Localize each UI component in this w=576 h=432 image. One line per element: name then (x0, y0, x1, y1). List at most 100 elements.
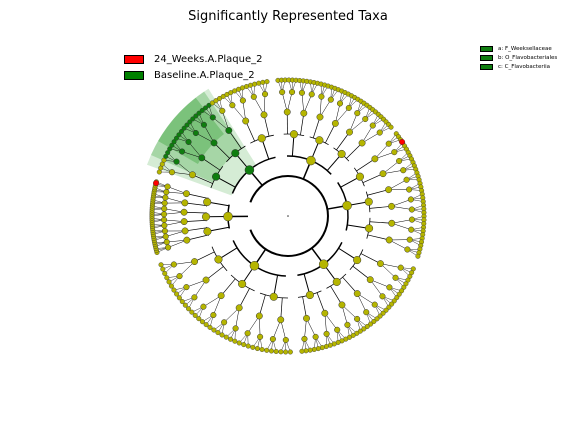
tree-node (161, 205, 168, 212)
clade-legend: a: F_Weeksellaceae b: O_Flavobacteriales… (480, 44, 557, 71)
tree-node (180, 208, 188, 216)
leaf-node (181, 125, 187, 131)
tree-node (244, 330, 251, 337)
branch (367, 189, 389, 196)
tree-node (369, 122, 376, 129)
tree-node (283, 108, 291, 116)
tree-node (334, 326, 341, 333)
figure-title: Significantly Represented Taxa (188, 9, 388, 24)
clade-label-c: c: C_Flavobacteriia (498, 63, 551, 70)
branch (362, 173, 384, 183)
leaf-node (228, 336, 234, 342)
tree-node (298, 89, 305, 96)
branch (369, 221, 392, 224)
tree-node (279, 89, 286, 96)
branch (235, 307, 240, 329)
leaf-node (399, 288, 405, 294)
branch (312, 116, 321, 139)
tree-node (164, 183, 171, 190)
tree-node (406, 186, 413, 193)
leaf-node (254, 346, 260, 352)
tree-node (210, 139, 218, 147)
leaf-node (259, 347, 265, 353)
tree-node (306, 155, 316, 166)
tree-node (201, 212, 211, 221)
tree-node (250, 93, 257, 100)
branch (238, 288, 250, 308)
branch (360, 253, 381, 264)
branch (300, 113, 305, 136)
tree-node (249, 260, 260, 271)
tree-node (261, 91, 269, 98)
leaf-node (206, 102, 212, 108)
leaf-node (364, 324, 370, 330)
leaf-node (377, 313, 383, 319)
leaf-node (401, 284, 407, 290)
tree-node (239, 97, 246, 104)
leaf-node (315, 346, 321, 352)
tree-node (163, 189, 170, 196)
tree-node (219, 107, 226, 114)
tree-node (223, 211, 233, 222)
branch (173, 261, 195, 265)
clade-legend-item-a: a: F_Weeksellaceae (480, 44, 557, 53)
branch (203, 295, 222, 307)
clade-highlight-wedge (151, 91, 243, 183)
tree-node (238, 279, 247, 289)
leaf-node (394, 295, 400, 301)
tree-node (406, 236, 413, 243)
tree-node (257, 333, 264, 340)
branch (272, 319, 281, 340)
leaf-node (380, 310, 386, 316)
leaf-node (311, 346, 317, 352)
leaf-node (192, 312, 198, 318)
leaf-node (171, 287, 177, 293)
clade-legend-item-b: b: O_Flavobacteriales (480, 53, 557, 62)
leaf-node (388, 124, 394, 130)
tree-node (336, 100, 344, 107)
leaf-node (184, 122, 190, 128)
tree-node (318, 93, 325, 100)
enriched-node-24-weeks (399, 138, 406, 145)
branch (280, 319, 287, 341)
tree-node (354, 315, 361, 323)
tree-node (312, 333, 319, 340)
tree-node (209, 114, 216, 121)
leaf-node (209, 100, 215, 106)
tree-node (346, 128, 353, 136)
branch (186, 193, 208, 199)
tree-node (183, 284, 190, 291)
tree-node (316, 113, 324, 121)
tree-node (192, 129, 199, 137)
leaf-node (386, 304, 392, 310)
leaf-node (207, 324, 213, 330)
tree-node (203, 227, 212, 236)
tree-node (342, 200, 352, 211)
tree-node (371, 155, 379, 163)
tree-node (242, 117, 250, 125)
tree-node (404, 246, 411, 253)
tree-node (257, 134, 266, 143)
tree-node (353, 256, 362, 265)
tree-node (182, 190, 190, 198)
tree-node (385, 236, 393, 244)
tree-node (179, 148, 186, 155)
swatch-clade-a (480, 45, 493, 52)
tree-node (180, 218, 188, 226)
tree-node (161, 200, 168, 207)
leaf-node (169, 142, 175, 148)
tree-node (305, 290, 314, 300)
leaf-node (391, 298, 397, 304)
leaf-node (389, 301, 395, 307)
leaf-node (361, 326, 367, 332)
leaf-node (307, 347, 313, 353)
tree-node (183, 236, 191, 244)
tree-node (191, 294, 198, 301)
leaf-node (196, 110, 202, 116)
leaf-node (176, 132, 182, 138)
tree-node (408, 216, 415, 223)
tree-node (345, 104, 352, 111)
leaf-node (187, 119, 193, 125)
leaf-node (287, 349, 293, 355)
leaf-node (168, 283, 174, 289)
